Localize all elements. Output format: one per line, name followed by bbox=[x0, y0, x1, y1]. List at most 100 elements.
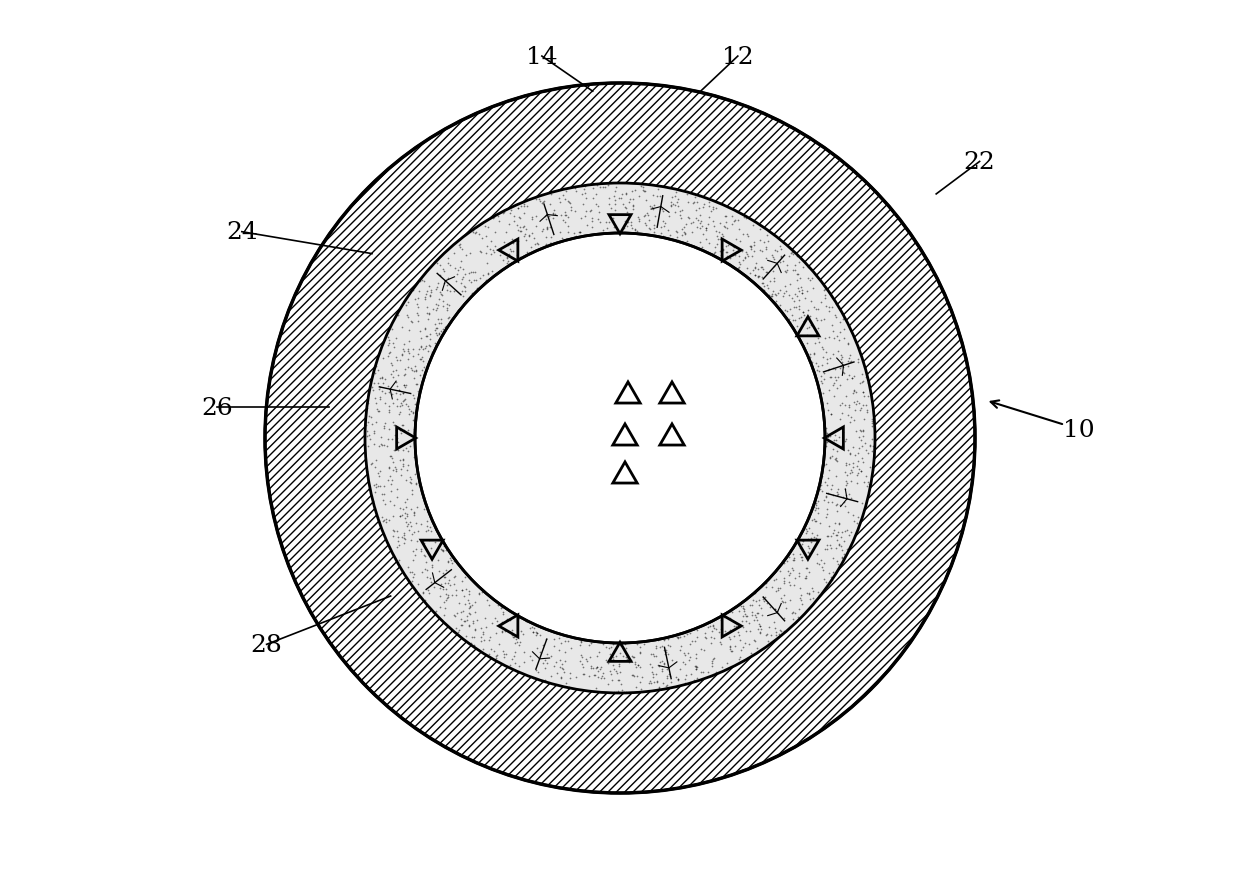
Point bbox=[604, 662, 624, 676]
Point bbox=[414, 322, 434, 336]
Point bbox=[848, 467, 868, 481]
Point bbox=[858, 476, 878, 490]
Point bbox=[553, 213, 573, 227]
Point bbox=[445, 553, 465, 567]
Point bbox=[823, 488, 843, 503]
Point bbox=[703, 201, 723, 215]
Point bbox=[830, 379, 849, 393]
Point bbox=[743, 606, 763, 620]
Point bbox=[398, 407, 418, 421]
Point bbox=[667, 630, 687, 644]
Point bbox=[704, 246, 724, 260]
Point bbox=[672, 223, 692, 237]
Point bbox=[832, 407, 852, 421]
Point bbox=[382, 473, 402, 487]
Point bbox=[580, 651, 600, 665]
Point bbox=[565, 670, 585, 684]
Point bbox=[715, 210, 735, 224]
Point bbox=[613, 683, 632, 697]
Text: 10: 10 bbox=[1063, 418, 1095, 441]
Point bbox=[830, 315, 849, 329]
Point bbox=[577, 229, 596, 243]
Point bbox=[660, 210, 680, 225]
Point bbox=[435, 602, 455, 616]
Point bbox=[624, 650, 644, 664]
Point bbox=[394, 424, 414, 438]
Point bbox=[742, 242, 761, 256]
Point bbox=[820, 331, 839, 345]
Point bbox=[460, 246, 480, 260]
Point bbox=[389, 553, 409, 567]
Point bbox=[635, 217, 655, 232]
Point bbox=[800, 521, 820, 535]
Point bbox=[696, 233, 715, 247]
Point bbox=[485, 246, 505, 260]
Point bbox=[810, 557, 830, 571]
Point bbox=[687, 660, 707, 674]
Point bbox=[389, 354, 409, 368]
Point bbox=[791, 310, 811, 324]
Point bbox=[497, 257, 517, 271]
Point bbox=[482, 212, 502, 226]
Point bbox=[479, 267, 498, 282]
Point bbox=[701, 631, 720, 645]
Point bbox=[775, 595, 795, 610]
Point bbox=[799, 541, 818, 555]
Point bbox=[522, 671, 542, 685]
Point bbox=[460, 607, 480, 621]
Point bbox=[862, 412, 882, 426]
Point bbox=[433, 544, 453, 558]
Point bbox=[379, 469, 399, 483]
Point bbox=[639, 676, 658, 690]
Point bbox=[702, 656, 722, 670]
Point bbox=[749, 594, 769, 608]
Point bbox=[412, 545, 432, 559]
Point bbox=[806, 311, 826, 325]
Point bbox=[609, 191, 629, 205]
Point bbox=[785, 607, 805, 621]
Point bbox=[744, 236, 764, 250]
Point bbox=[637, 207, 657, 221]
Point bbox=[420, 512, 440, 526]
Point bbox=[680, 211, 699, 225]
Point bbox=[587, 681, 606, 695]
Point bbox=[383, 336, 403, 350]
Point bbox=[393, 528, 413, 542]
Point bbox=[531, 195, 551, 209]
Point bbox=[433, 613, 453, 627]
Point bbox=[777, 305, 797, 319]
Point bbox=[357, 415, 377, 429]
Point bbox=[811, 313, 831, 327]
Point bbox=[448, 607, 467, 621]
Point bbox=[852, 376, 872, 390]
Point bbox=[365, 391, 384, 405]
Point bbox=[579, 669, 599, 683]
Point bbox=[541, 236, 560, 250]
Point bbox=[668, 631, 688, 645]
Point bbox=[780, 278, 800, 292]
Point bbox=[694, 197, 714, 211]
Point bbox=[739, 637, 759, 651]
Point bbox=[799, 539, 818, 553]
Point bbox=[795, 315, 815, 329]
Point bbox=[448, 624, 467, 638]
Point bbox=[391, 388, 410, 402]
Point bbox=[717, 239, 737, 253]
Point bbox=[749, 599, 769, 613]
Point bbox=[760, 600, 780, 614]
Point bbox=[728, 214, 748, 228]
Point bbox=[728, 619, 748, 633]
Text: 24: 24 bbox=[226, 221, 258, 244]
Point bbox=[404, 427, 424, 441]
Point bbox=[749, 617, 769, 631]
Point bbox=[445, 610, 465, 624]
Point bbox=[580, 203, 600, 217]
Point bbox=[622, 193, 642, 207]
Point bbox=[645, 226, 665, 240]
Point bbox=[374, 422, 394, 436]
Point bbox=[398, 399, 418, 413]
Point bbox=[642, 665, 662, 679]
Point bbox=[605, 190, 625, 204]
Point bbox=[584, 668, 604, 682]
Point bbox=[575, 191, 595, 205]
